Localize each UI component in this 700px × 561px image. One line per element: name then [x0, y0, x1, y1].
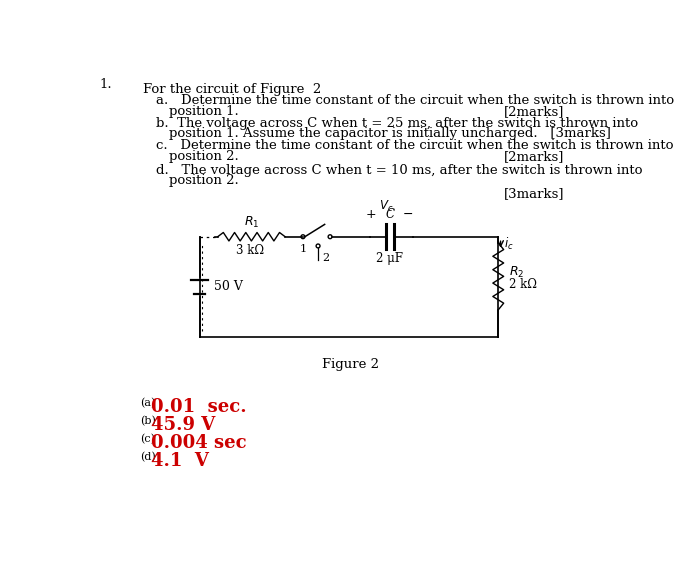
- Text: $R_2$: $R_2$: [509, 265, 524, 280]
- Text: 0.004 sec: 0.004 sec: [151, 434, 246, 452]
- Text: $i_c$: $i_c$: [504, 236, 513, 252]
- Text: c.   Determine the time constant of the circuit when the switch is thrown into: c. Determine the time constant of the ci…: [155, 139, 673, 152]
- Text: −: −: [403, 208, 414, 220]
- Text: b.  The voltage across C when t = 25 ms, after the switch is thrown into: b. The voltage across C when t = 25 ms, …: [155, 117, 638, 130]
- Text: 3 kΩ: 3 kΩ: [236, 245, 264, 257]
- Text: position 1.: position 1.: [169, 105, 239, 118]
- Text: 2 kΩ: 2 kΩ: [509, 278, 537, 291]
- Text: 2: 2: [323, 253, 330, 263]
- Text: 50 V: 50 V: [214, 280, 243, 293]
- Text: a.   Determine the time constant of the circuit when the switch is thrown into: a. Determine the time constant of the ci…: [155, 94, 674, 107]
- Text: (a): (a): [140, 398, 155, 409]
- Text: C: C: [385, 208, 394, 220]
- Text: position 2.: position 2.: [169, 150, 239, 163]
- Text: [2marks]: [2marks]: [504, 150, 564, 163]
- Text: 45.9 V: 45.9 V: [151, 416, 216, 434]
- Text: [3marks]: [3marks]: [503, 187, 564, 200]
- Text: position 1. Assume the capacitor is initially uncharged.   [3marks]: position 1. Assume the capacitor is init…: [169, 127, 610, 140]
- Text: 2 μF: 2 μF: [377, 252, 403, 265]
- Text: (c): (c): [140, 434, 155, 444]
- Text: [2marks]: [2marks]: [504, 105, 564, 118]
- Text: position 2.: position 2.: [169, 174, 239, 187]
- Text: $V_c$: $V_c$: [379, 199, 393, 214]
- Text: (b): (b): [140, 416, 156, 426]
- Text: 1.: 1.: [99, 78, 112, 91]
- Text: 4.1  V: 4.1 V: [151, 452, 209, 470]
- Text: (d): (d): [140, 452, 156, 462]
- Text: 0.01  sec.: 0.01 sec.: [151, 398, 246, 416]
- Text: +: +: [366, 208, 377, 220]
- Text: For the circuit of Figure  2: For the circuit of Figure 2: [144, 82, 321, 96]
- Text: d.   The voltage across C when t = 10 ms, after the switch is thrown into: d. The voltage across C when t = 10 ms, …: [155, 164, 642, 177]
- Text: Figure 2: Figure 2: [323, 358, 379, 371]
- Text: 1: 1: [300, 243, 307, 254]
- Text: $R_1$: $R_1$: [244, 215, 259, 230]
